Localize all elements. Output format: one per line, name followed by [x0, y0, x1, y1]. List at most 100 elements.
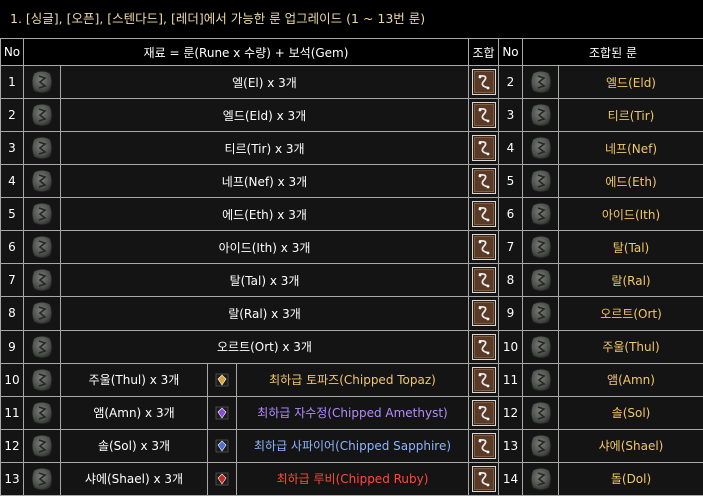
result-rune-icon	[522, 164, 559, 199]
header-no-result: No	[498, 38, 523, 66]
row-number: 1	[0, 64, 24, 100]
result-number: 5	[498, 164, 523, 199]
result-number: 3	[498, 98, 523, 133]
table-row: 13 샤에(Shael) x 3개 최하급 루비(Chipped Ruby) 14 돌(…	[0, 461, 703, 496]
header-combine: 조합	[468, 38, 499, 66]
result-number: 6	[498, 197, 523, 232]
table-row: 5 에드(Eth) x 3개 6 아이드(Ith)	[0, 197, 703, 232]
row-number: 11	[0, 395, 24, 430]
gem-label: 최하급 사파이어(Chipped Sapphire)	[236, 428, 469, 463]
material-rune-icon	[23, 131, 61, 166]
combine-cube-icon[interactable]	[468, 98, 499, 133]
result-number: 14	[498, 461, 523, 496]
material-rune-icon	[23, 428, 61, 463]
material-rune-icon	[23, 64, 61, 100]
row-number: 5	[0, 197, 24, 232]
gem-label: 최하급 토파즈(Chipped Topaz)	[236, 362, 469, 397]
result-rune-icon	[522, 197, 559, 232]
table-row: 2 엘드(Eld) x 3개 3 티르(Tir)	[0, 98, 703, 133]
material-rune-icon	[23, 329, 61, 364]
row-number: 12	[0, 428, 24, 463]
result-rune-label: 티르(Tir)	[557, 98, 703, 133]
combine-cube-icon[interactable]	[468, 64, 499, 100]
rune-upgrade-table: No 재료 = 룬(Rune x 수량) + 보석(Gem) 조합 No 조합된…	[0, 38, 703, 496]
gem-label: 최하급 루비(Chipped Ruby)	[236, 461, 469, 496]
material-rune-label: 티르(Tir) x 3개	[60, 131, 469, 166]
material-rune-label: 주울(Thul) x 3개	[60, 362, 208, 397]
result-rune-icon	[522, 131, 559, 166]
result-rune-label: 아이드(Ith)	[557, 197, 703, 232]
result-rune-icon	[522, 329, 559, 364]
material-rune-label: 아이드(Ith) x 3개	[60, 230, 469, 265]
table-row: 11 앰(Amn) x 3개 최하급 자수정(Chipped Amethyst) 12…	[0, 395, 703, 430]
table-row: 4 네프(Nef) x 3개 5 에드(Eth)	[0, 164, 703, 199]
result-rune-label: 탈(Tal)	[557, 230, 703, 265]
table-row: 10 주울(Thul) x 3개 최하급 토파즈(Chipped Topaz) 11 앰…	[0, 362, 703, 397]
material-rune-icon	[23, 461, 61, 496]
combine-cube-icon[interactable]	[468, 329, 499, 364]
material-rune-label: 엘드(Eld) x 3개	[60, 98, 469, 133]
result-rune-label: 돌(Dol)	[557, 461, 703, 496]
table-row: 1 엘(El) x 3개 2 엘드(Eld)	[0, 64, 703, 100]
combine-cube-icon[interactable]	[468, 296, 499, 331]
material-rune-label: 에드(Eth) x 3개	[60, 197, 469, 232]
row-number: 7	[0, 263, 24, 298]
material-rune-label: 앰(Amn) x 3개	[60, 395, 208, 430]
result-rune-icon	[522, 98, 559, 133]
table-row: 8 랄(Ral) x 3개 9 오르트(Ort)	[0, 296, 703, 331]
material-rune-icon	[23, 395, 61, 430]
material-rune-icon	[23, 197, 61, 232]
result-number: 7	[498, 230, 523, 265]
result-rune-label: 에드(Eth)	[557, 164, 703, 199]
gem-icon	[207, 428, 237, 463]
result-rune-icon	[522, 428, 559, 463]
header-result: 조합된 룬	[521, 38, 703, 66]
table-row: 9 오르트(Ort) x 3개 10 주울(Thul)	[0, 329, 703, 364]
material-rune-icon	[23, 263, 61, 298]
result-rune-icon	[522, 296, 559, 331]
material-rune-label: 엘(El) x 3개	[60, 64, 469, 100]
gem-label: 최하급 자수정(Chipped Amethyst)	[236, 395, 469, 430]
table-row: 3 티르(Tir) x 3개 4 네프(Nef)	[0, 131, 703, 166]
material-rune-label: 랄(Ral) x 3개	[60, 296, 469, 331]
combine-cube-icon[interactable]	[468, 428, 499, 463]
row-number: 9	[0, 329, 24, 364]
material-rune-icon	[23, 98, 61, 133]
result-rune-label: 네프(Nef)	[557, 131, 703, 166]
result-rune-icon	[522, 461, 559, 496]
combine-cube-icon[interactable]	[468, 395, 499, 430]
gem-icon	[207, 461, 237, 496]
combine-cube-icon[interactable]	[468, 362, 499, 397]
result-rune-label: 앰(Amn)	[557, 362, 703, 397]
result-number: 2	[498, 64, 523, 100]
result-rune-label: 주울(Thul)	[557, 329, 703, 364]
combine-cube-icon[interactable]	[468, 230, 499, 265]
page-title: 1. [싱글], [오픈], [스텐다드], [레더]에서 가능한 룬 업그레이…	[10, 11, 426, 26]
result-rune-icon	[522, 263, 559, 298]
material-rune-label: 오르트(Ort) x 3개	[60, 329, 469, 364]
row-number: 13	[0, 461, 24, 496]
result-rune-label: 솔(Sol)	[557, 395, 703, 430]
material-rune-label: 샤에(Shael) x 3개	[60, 461, 208, 496]
gem-icon	[207, 362, 237, 397]
result-rune-icon	[522, 362, 559, 397]
material-rune-icon	[23, 230, 61, 265]
result-rune-label: 샤에(Shael)	[557, 428, 703, 463]
combine-cube-icon[interactable]	[468, 461, 499, 496]
combine-cube-icon[interactable]	[468, 164, 499, 199]
gem-icon	[207, 395, 237, 430]
header-materials: 재료 = 룬(Rune x 수량) + 보석(Gem)	[23, 38, 469, 66]
result-number: 8	[498, 263, 523, 298]
result-number: 4	[498, 131, 523, 166]
row-number: 3	[0, 131, 24, 166]
row-number: 4	[0, 164, 24, 199]
table-row: 7 탈(Tal) x 3개 8 랄(Ral)	[0, 263, 703, 298]
result-number: 13	[498, 428, 523, 463]
row-number: 10	[0, 362, 24, 397]
combine-cube-icon[interactable]	[468, 131, 499, 166]
material-rune-label: 솔(Sol) x 3개	[60, 428, 208, 463]
table-row: 12 솔(Sol) x 3개 최하급 사파이어(Chipped Sapphire) 1…	[0, 428, 703, 463]
combine-cube-icon[interactable]	[468, 263, 499, 298]
combine-cube-icon[interactable]	[468, 197, 499, 232]
result-number: 9	[498, 296, 523, 331]
